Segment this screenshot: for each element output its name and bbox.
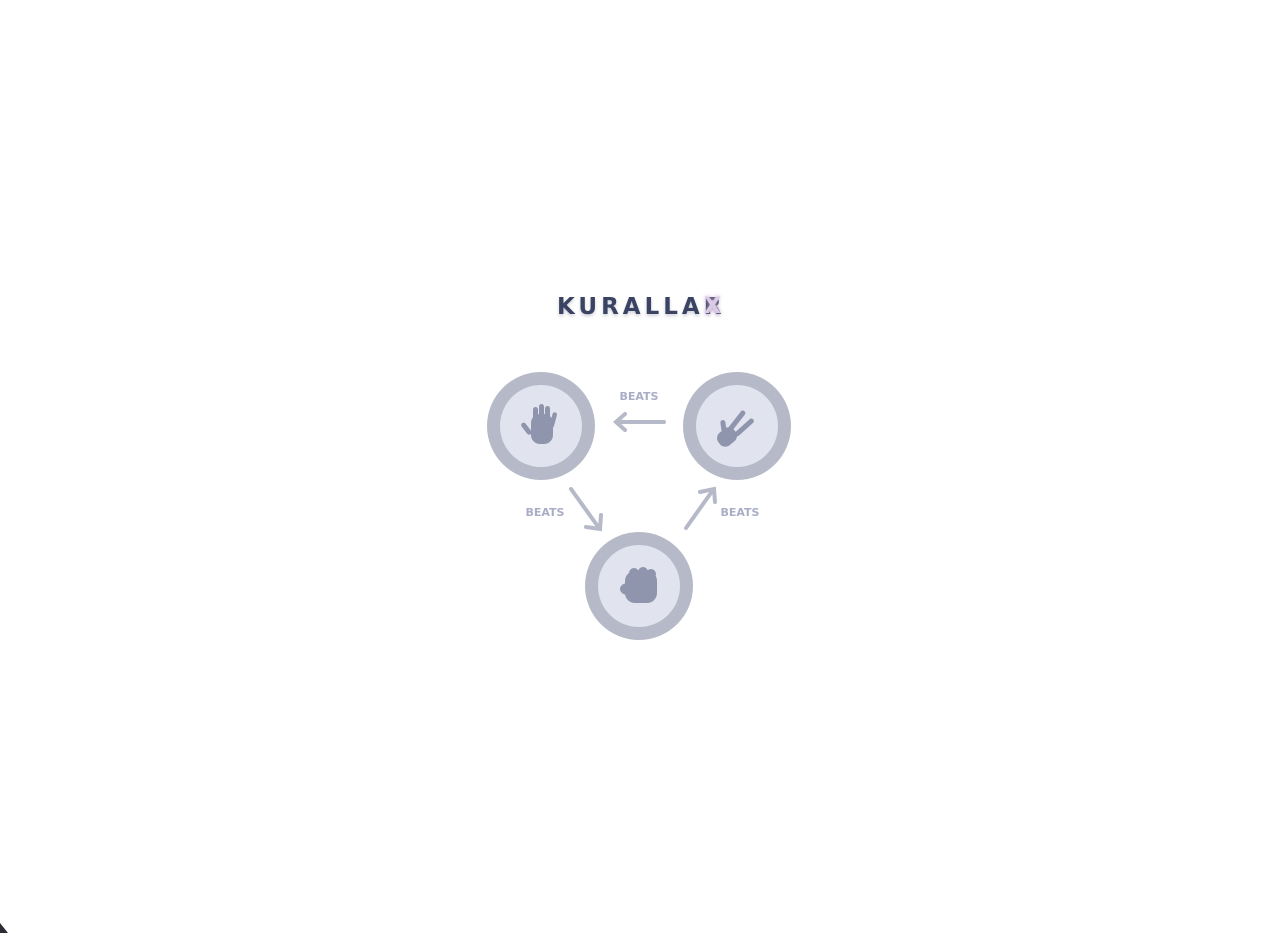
paper-hand-icon xyxy=(521,404,557,444)
rock-fist-icon xyxy=(620,567,657,603)
close-button[interactable]: X xyxy=(704,294,721,319)
arrow-rock-beats-scissors xyxy=(684,486,717,530)
rules-modal: KURALLAR X xyxy=(479,282,801,652)
modal-title: KURALLAR xyxy=(557,294,726,320)
beats-label-right: BEATS xyxy=(721,506,760,519)
rock-choice xyxy=(585,532,693,640)
paper-choice xyxy=(487,372,595,480)
beats-label-left: BEATS xyxy=(526,506,565,519)
corner-mark xyxy=(0,923,8,933)
scissors-choice xyxy=(683,372,791,480)
beats-label-top: BEATS xyxy=(620,390,659,403)
arrow-paper-beats-rock xyxy=(569,487,603,532)
arrow-scissors-beats-paper xyxy=(612,412,666,432)
scissors-hand-icon xyxy=(717,410,754,447)
rules-diagram: BEATS BEATS BEATS xyxy=(487,372,791,640)
